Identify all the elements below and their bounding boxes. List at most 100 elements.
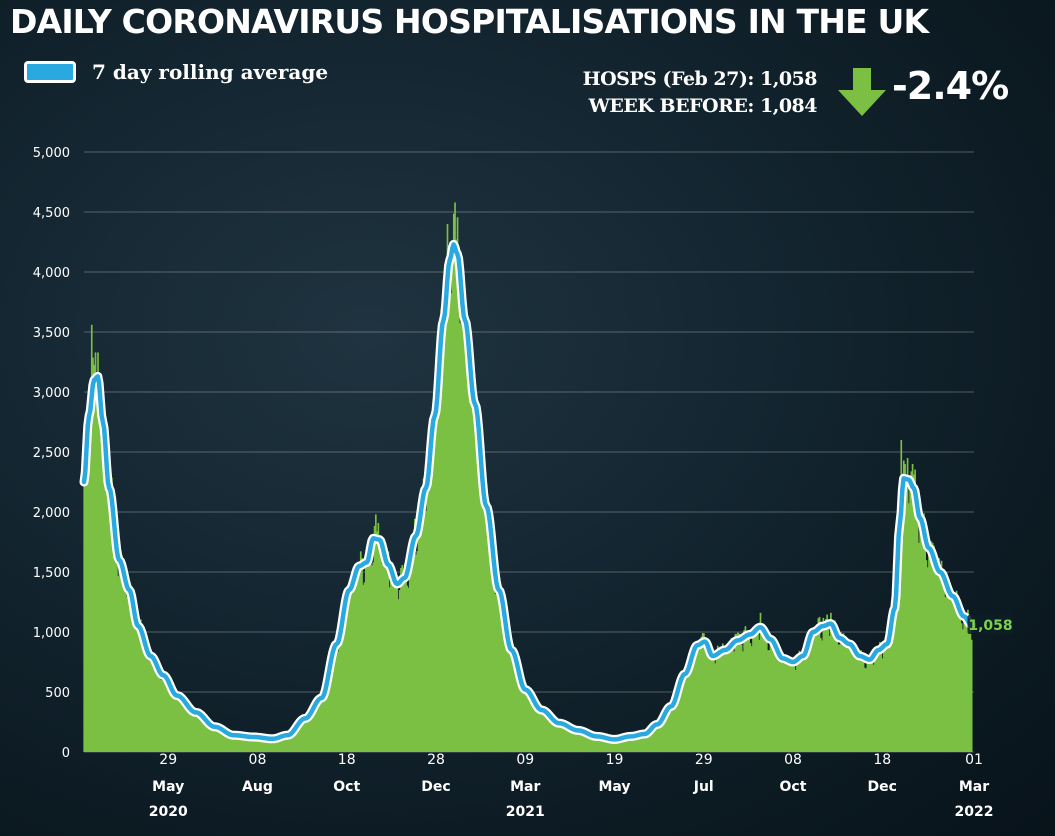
daily-bar xyxy=(254,736,256,752)
daily-bar xyxy=(789,663,792,752)
daily-bar xyxy=(600,737,602,752)
daily-bar xyxy=(104,448,107,752)
daily-bar xyxy=(688,675,690,752)
daily-bar xyxy=(227,734,230,752)
daily-bar xyxy=(440,309,443,752)
daily-bar xyxy=(776,653,778,752)
daily-bar xyxy=(644,734,646,752)
daily-bar xyxy=(867,657,870,752)
daily-bar xyxy=(175,691,177,752)
daily-bar xyxy=(232,735,235,752)
daily-bar xyxy=(161,679,163,752)
daily-bar xyxy=(98,398,101,752)
daily-bar xyxy=(889,636,891,752)
daily-bar xyxy=(861,655,864,752)
daily-bar xyxy=(513,658,515,752)
daily-bar xyxy=(709,645,712,752)
daily-bar xyxy=(524,684,527,752)
daily-bar xyxy=(671,710,674,752)
daily-bar xyxy=(250,737,253,752)
daily-bar xyxy=(288,733,290,752)
daily-bar xyxy=(667,703,670,752)
daily-bar xyxy=(473,388,475,752)
daily-bar xyxy=(297,722,299,752)
daily-bar xyxy=(798,650,801,752)
daily-bar xyxy=(369,544,372,752)
daily-bar xyxy=(724,652,727,752)
daily-bar xyxy=(407,587,410,752)
daily-bar xyxy=(494,594,497,752)
daily-bars xyxy=(83,202,973,753)
daily-bar xyxy=(261,737,264,752)
daily-bar xyxy=(312,705,314,752)
daily-bar xyxy=(216,725,219,752)
daily-bar xyxy=(359,551,362,752)
daily-bar xyxy=(955,590,958,752)
daily-bar xyxy=(963,612,965,752)
daily-bar xyxy=(382,545,385,752)
daily-bar xyxy=(236,735,239,752)
daily-bar xyxy=(770,635,773,752)
daily-bar xyxy=(243,736,245,752)
daily-bar xyxy=(957,601,959,752)
daily-bar xyxy=(314,702,317,752)
daily-bar xyxy=(475,398,478,752)
daily-bar xyxy=(403,563,406,752)
daily-bar xyxy=(392,574,395,752)
daily-bar xyxy=(630,735,632,752)
daily-bar xyxy=(519,679,522,752)
daily-bar xyxy=(111,477,113,752)
daily-bar xyxy=(300,721,303,752)
daily-bar xyxy=(509,639,512,752)
daily-bar xyxy=(840,632,842,752)
daily-bar xyxy=(214,729,216,752)
daily-bar xyxy=(940,560,943,752)
x-tick-day: 18 xyxy=(873,752,891,768)
daily-bar xyxy=(346,601,348,752)
daily-bar xyxy=(244,735,246,752)
daily-bar xyxy=(740,644,743,752)
daily-bar xyxy=(587,733,590,752)
daily-bar xyxy=(822,617,825,752)
daily-bar xyxy=(749,643,752,752)
daily-bar xyxy=(126,596,128,752)
x-tick-month: Aug xyxy=(242,779,273,795)
daily-bar xyxy=(112,489,114,752)
daily-bar xyxy=(251,736,254,752)
daily-bar xyxy=(529,696,532,752)
daily-bar xyxy=(107,498,109,752)
daily-bar xyxy=(349,588,352,752)
daily-bar xyxy=(468,377,470,752)
daily-bar xyxy=(968,615,971,752)
daily-bar xyxy=(318,700,321,752)
daily-bar xyxy=(191,708,194,752)
daily-bar xyxy=(797,653,800,752)
daily-bar xyxy=(496,590,499,752)
daily-bar xyxy=(92,357,94,752)
daily-bar xyxy=(171,685,174,752)
y-tick-label: 500 xyxy=(45,686,70,701)
legend-swatch xyxy=(24,61,76,83)
daily-bar xyxy=(628,735,631,752)
daily-bar xyxy=(185,704,187,752)
daily-bar xyxy=(436,384,439,752)
daily-bar xyxy=(530,702,533,752)
daily-bar xyxy=(173,693,176,752)
daily-bar xyxy=(290,732,293,752)
daily-bar xyxy=(493,556,495,752)
daily-bar xyxy=(442,344,445,752)
daily-bar xyxy=(778,646,781,752)
daily-bar xyxy=(450,293,453,752)
daily-bar xyxy=(445,279,448,752)
daily-bar xyxy=(289,733,292,752)
daily-bar xyxy=(946,586,949,752)
daily-bar xyxy=(186,708,189,752)
daily-bar xyxy=(293,731,295,752)
daily-bar xyxy=(501,594,504,752)
daily-bar xyxy=(583,733,586,752)
daily-bar xyxy=(205,720,207,752)
daily-bar xyxy=(548,718,551,752)
daily-bar xyxy=(393,580,396,752)
x-tick-month: Mar xyxy=(510,779,540,795)
daily-bar xyxy=(886,646,889,752)
